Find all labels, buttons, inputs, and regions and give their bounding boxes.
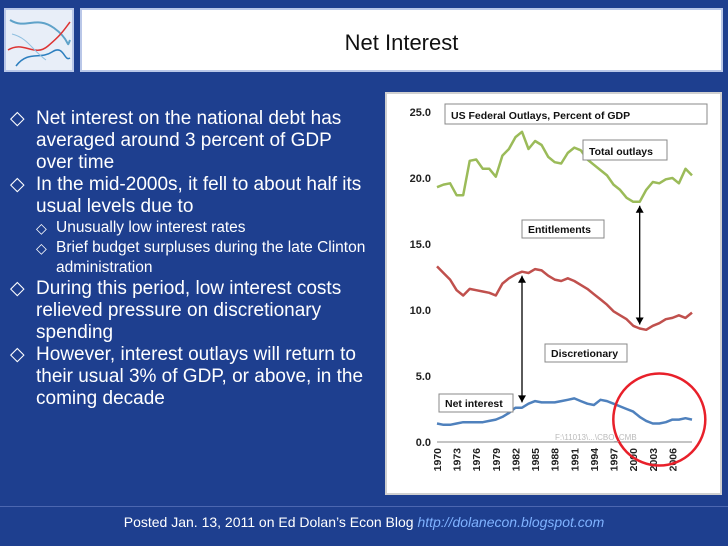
bullet-text: However, interest outlays will return to… — [36, 344, 364, 409]
diamond-bullet-icon: ◇ — [10, 174, 25, 195]
x-tick-label: 1970 — [432, 448, 444, 472]
bullet-text: Net interest on the national debt has av… — [36, 108, 342, 173]
footer: Posted Jan. 13, 2011 on Ed Dolan’s Econ … — [0, 514, 728, 530]
series-line-net-interest — [436, 397, 693, 427]
logo-graphic — [6, 10, 72, 70]
bullet-item: ◇ However, interest outlays will return t… — [10, 344, 372, 410]
diamond-bullet-icon: ◇ — [36, 220, 47, 236]
x-tick-label: 1988 — [550, 448, 562, 472]
entitlements-gap-arrow-head-bottom — [518, 395, 526, 403]
discretionary-gap-arrow-head-top — [635, 205, 644, 213]
diamond-bullet-icon: ◇ — [10, 108, 25, 129]
y-tick-label: 0.0 — [416, 437, 431, 449]
y-tick-label: 15.0 — [410, 239, 431, 251]
x-tick-label: 2000 — [628, 448, 640, 472]
x-tick-label: 2006 — [667, 448, 679, 472]
diamond-bullet-icon: ◇ — [36, 240, 47, 256]
sub-bullet-item: ◇ Brief budget surpluses during the late … — [36, 238, 372, 278]
x-tick-label: 1994 — [589, 448, 601, 472]
x-tick-label: 1982 — [510, 448, 522, 472]
discretionary-gap-arrow-head-bottom — [635, 317, 644, 325]
highlight-circle — [612, 372, 707, 467]
x-tick-label: 2003 — [648, 448, 660, 472]
sub-bullet-item: ◇ Unusually low interest rates — [36, 218, 372, 238]
y-tick-label: 25.0 — [410, 107, 431, 119]
bullet-item: ◇ During this period, low interest costs … — [10, 278, 372, 344]
entitlements-gap-arrow-head-top — [518, 275, 526, 283]
slide-title: Net Interest — [344, 30, 459, 55]
y-tick-label: 10.0 — [410, 305, 431, 317]
x-tick-label: 1997 — [609, 448, 621, 472]
x-tick-label: 1973 — [452, 448, 464, 472]
title-bar: Net Interest — [80, 8, 723, 72]
bullet-text: In the mid-2000s, it fell to about half … — [36, 174, 362, 217]
entitlements-callout-label: Entitlements — [528, 224, 591, 236]
chart-title-label: US Federal Outlays, Percent of GDP — [451, 110, 630, 122]
bullet-text: Brief budget surpluses during the late C… — [56, 239, 366, 276]
blog-link[interactable]: http://dolanecon.blogspot.com — [417, 514, 605, 530]
diamond-bullet-icon: ◇ — [10, 278, 25, 299]
outlays-chart: 0.0 5.0 10.0 15.0 20.0 25.0 1970 1973 1976 1979 19… — [410, 103, 708, 472]
chart-panel: 0.0 5.0 10.0 15.0 20.0 25.0 1970 1973 1976 1979 19… — [385, 92, 722, 495]
series-line-entitlements — [436, 265, 693, 332]
discretionary-callout-label: Discretionary — [551, 348, 618, 360]
y-tick-label: 20.0 — [410, 173, 431, 185]
bullet-text: During this period, low interest costs r… — [36, 278, 342, 343]
diamond-bullet-icon: ◇ — [10, 344, 25, 365]
chart-title-box — [444, 103, 708, 125]
x-tick-label: 1979 — [491, 448, 503, 472]
bullet-item: ◇ Net interest on the national debt has a… — [10, 108, 372, 174]
net-interest-callout-box — [438, 393, 514, 413]
x-tick-label: 1985 — [530, 448, 542, 472]
x-tick-label: 1976 — [471, 448, 483, 472]
discretionary-callout-box — [544, 343, 628, 363]
bullet-list: ◇ Net interest on the national debt has a… — [10, 108, 372, 410]
net-interest-callout-label: Net interest — [445, 398, 503, 410]
x-tick-label: 1991 — [569, 448, 581, 472]
entitlements-callout-box — [521, 219, 605, 239]
series-line-total-outlays — [436, 130, 693, 204]
bullet-item: ◇ In the mid-2000s, it fell to about half… — [10, 174, 372, 218]
total-outlays-callout-box — [582, 139, 668, 161]
bullet-text: Unusually low interest rates — [56, 219, 246, 236]
logo-image — [4, 8, 74, 72]
total-outlays-callout-label: Total outlays — [589, 146, 653, 158]
footer-text: Posted Jan. 13, 2011 on Ed Dolan’s Econ … — [123, 514, 414, 530]
footer-divider — [0, 506, 728, 507]
source-note: F:\11013\...\CBO_CMB — [555, 433, 637, 442]
y-tick-label: 5.0 — [416, 371, 431, 383]
